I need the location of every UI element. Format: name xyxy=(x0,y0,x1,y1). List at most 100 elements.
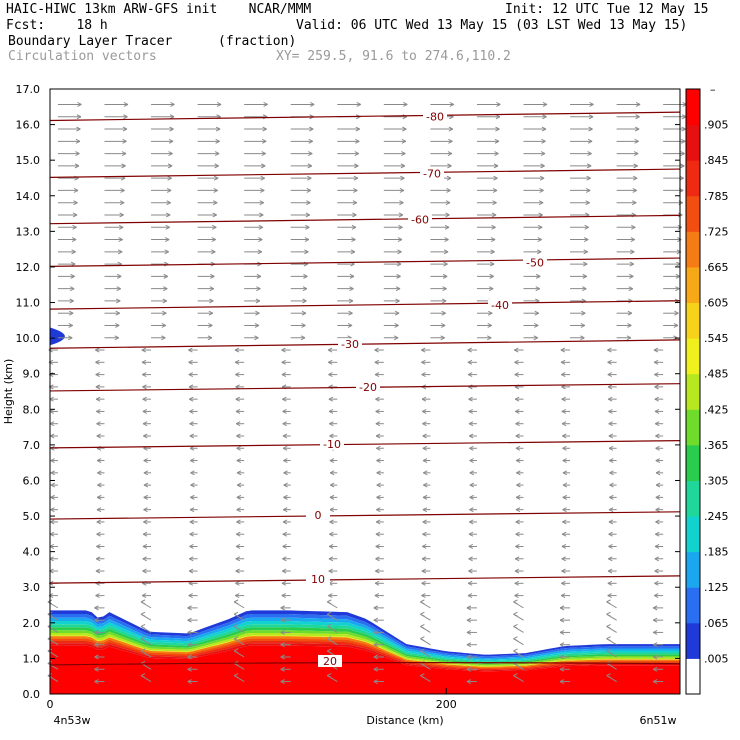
wind-vector-head xyxy=(513,673,518,676)
wind-vector-head xyxy=(466,607,472,611)
wind-vector-head xyxy=(304,249,309,253)
wind-vector xyxy=(236,494,245,500)
wind-vector xyxy=(562,507,571,513)
wind-vector-head xyxy=(420,650,425,654)
wind-vector-head xyxy=(166,189,172,193)
wind-vector-head xyxy=(96,546,101,549)
wind-vector-head xyxy=(494,151,499,155)
wind-vector xyxy=(607,384,617,390)
wind-vector-head xyxy=(328,359,333,363)
wind-vector-head xyxy=(233,611,239,615)
y-tick-label: 4.0 xyxy=(23,546,41,559)
wind-vector xyxy=(616,286,634,292)
header-overlay-name: Circulation vectors xyxy=(8,49,157,64)
wind-vector-head xyxy=(559,666,565,670)
wind-vector xyxy=(197,249,216,255)
wind-vector xyxy=(282,531,291,537)
wind-vector xyxy=(476,224,496,230)
wind-vector-head xyxy=(142,546,148,549)
wind-vector xyxy=(467,347,477,353)
wind-vector-head xyxy=(629,275,634,279)
wind-vector xyxy=(374,372,384,378)
wind-vector xyxy=(515,531,524,537)
wind-vector xyxy=(655,458,664,463)
wind-vector-head xyxy=(74,177,79,181)
contour-label-bg xyxy=(306,573,330,586)
wind-vector-head xyxy=(608,421,613,425)
wind-vector xyxy=(514,556,524,562)
wind-vector-head xyxy=(282,519,288,523)
wind-vector xyxy=(94,642,105,648)
wind-vector-head xyxy=(94,607,99,611)
wind-vector-head xyxy=(466,654,472,658)
wind-vector-head xyxy=(328,568,333,572)
wind-vector-head xyxy=(489,273,494,277)
wind-vector xyxy=(50,458,58,463)
wind-vector-head xyxy=(540,153,546,157)
tracer-band-shape xyxy=(50,643,680,672)
wind-vector-head xyxy=(655,509,660,513)
wind-vector xyxy=(654,372,664,378)
wind-vector-head xyxy=(562,433,567,437)
wind-vector xyxy=(616,224,636,230)
wind-vector-head xyxy=(487,310,493,314)
wind-vector-head xyxy=(516,484,521,488)
wind-vector xyxy=(94,605,105,611)
wind-vector-head xyxy=(235,570,240,574)
wind-vector-head xyxy=(422,531,427,535)
wind-vector-head xyxy=(352,214,357,218)
wind-vector-head xyxy=(280,654,285,658)
wind-vector xyxy=(96,408,105,414)
wind-vector-head xyxy=(141,359,147,363)
wind-vector-head xyxy=(163,288,168,292)
wind-vector-head xyxy=(444,226,450,230)
wind-vector xyxy=(655,445,664,451)
wind-vector xyxy=(151,163,173,169)
wind-vector xyxy=(57,310,74,316)
wind-vector xyxy=(607,568,617,574)
wind-vector-head xyxy=(537,239,542,242)
wind-vector-head xyxy=(305,226,310,230)
wind-vector-head xyxy=(487,337,492,341)
wind-vector-head xyxy=(606,623,611,627)
wind-vector-head xyxy=(421,359,426,363)
colorbar-swatch xyxy=(686,124,700,161)
wind-vector xyxy=(104,151,127,157)
wind-vector-head xyxy=(50,494,55,498)
wind-vector xyxy=(151,212,171,218)
wind-vector-head xyxy=(468,435,474,439)
wind-vector-head xyxy=(586,177,591,181)
wind-vector xyxy=(663,286,680,292)
wind-vector-head xyxy=(448,126,454,130)
wind-vector-head xyxy=(282,408,287,412)
wind-vector-head xyxy=(466,644,472,648)
wind-vector xyxy=(570,237,589,242)
wind-vector-head xyxy=(71,251,76,255)
wind-vector-head xyxy=(422,519,427,523)
wind-vector-head xyxy=(212,200,218,204)
wind-vector-head xyxy=(282,558,287,562)
wind-vector-head xyxy=(94,681,99,684)
wind-vector-head xyxy=(583,251,588,255)
wind-vector xyxy=(236,507,245,513)
wind-vector-head xyxy=(212,214,217,218)
wind-vector-head xyxy=(401,151,406,155)
y-tick-label: 6.0 xyxy=(23,474,41,487)
wind-vector-head xyxy=(421,582,426,586)
wind-vector-head xyxy=(607,384,613,388)
wind-vector-head xyxy=(72,226,77,230)
wind-vector-head xyxy=(260,163,266,167)
wind-vector xyxy=(606,611,617,621)
colorbar-swatch xyxy=(686,373,700,410)
wind-vector-head xyxy=(559,631,565,635)
wind-vector-head xyxy=(328,410,334,414)
wind-vector-head xyxy=(652,654,658,658)
wind-vector-head xyxy=(681,116,687,120)
wind-vector-head xyxy=(398,212,404,216)
wind-vector xyxy=(560,347,571,353)
wind-vector xyxy=(616,335,632,341)
wind-vector-head xyxy=(373,668,379,672)
wind-vector-head xyxy=(607,595,612,599)
wind-vector-head xyxy=(188,361,193,365)
wind-vector xyxy=(383,102,408,107)
